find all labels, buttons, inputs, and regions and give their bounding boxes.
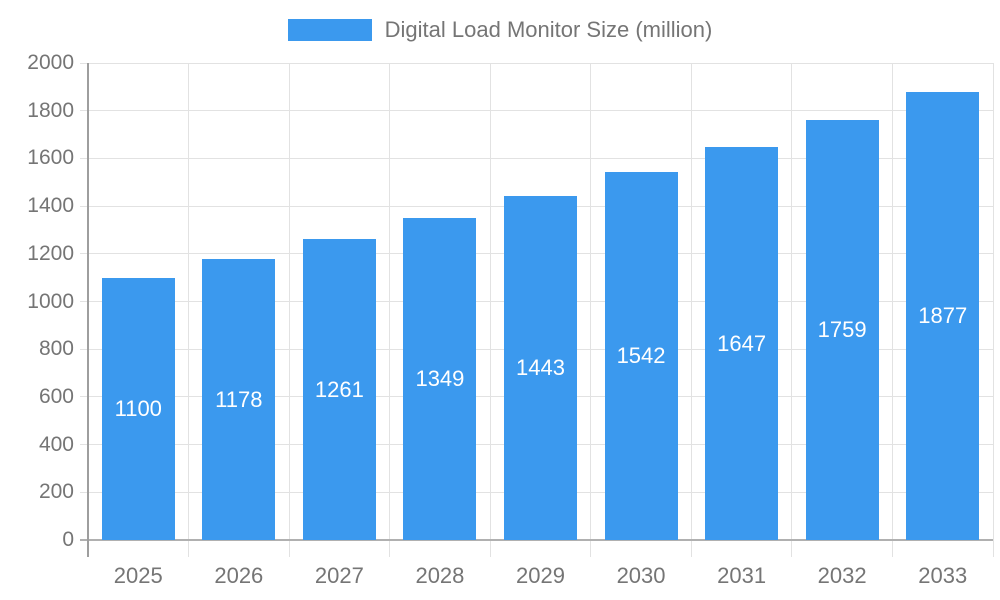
legend-label: Digital Load Monitor Size (million) bbox=[384, 17, 713, 42]
category-boundary-line bbox=[590, 63, 592, 557]
y-axis-line bbox=[87, 63, 89, 557]
bar bbox=[101, 277, 175, 540]
category-boundary-line bbox=[791, 63, 793, 557]
x-axis-label: 2028 bbox=[415, 563, 465, 588]
y-gridline bbox=[80, 110, 993, 112]
bar bbox=[202, 259, 276, 540]
x-axis-label: 2032 bbox=[817, 563, 867, 588]
category-boundary-line bbox=[389, 63, 391, 557]
bar-value-label: 1178 bbox=[215, 386, 263, 412]
y-gridline bbox=[80, 62, 993, 64]
y-axis-label: 1800 bbox=[27, 98, 74, 122]
y-axis-label: 200 bbox=[38, 480, 74, 504]
bar-value-label: 1100 bbox=[114, 395, 162, 421]
bar bbox=[403, 218, 477, 540]
x-axis-label: 2029 bbox=[516, 563, 565, 588]
x-axis-label: 2026 bbox=[214, 563, 264, 588]
x-axis-baseline bbox=[80, 539, 993, 541]
bar bbox=[705, 147, 779, 540]
bar-value-label: 1443 bbox=[516, 354, 565, 380]
y-axis-label: 1600 bbox=[27, 146, 74, 170]
bar bbox=[906, 92, 980, 540]
y-axis-label: 1000 bbox=[27, 289, 74, 313]
category-boundary-line bbox=[489, 63, 491, 557]
category-boundary-line bbox=[992, 63, 994, 557]
x-axis-label: 2025 bbox=[113, 563, 163, 588]
y-axis-label: 800 bbox=[38, 337, 74, 361]
y-axis-label: 1400 bbox=[27, 194, 74, 218]
legend-swatch bbox=[287, 19, 372, 41]
bar bbox=[805, 120, 879, 540]
y-gridline bbox=[80, 157, 993, 159]
category-boundary-line bbox=[288, 63, 290, 557]
x-axis-label: 2031 bbox=[717, 563, 767, 588]
bar-value-label: 1647 bbox=[717, 330, 767, 356]
bar bbox=[604, 172, 678, 540]
y-axis-label: 1200 bbox=[27, 241, 74, 265]
category-boundary-line bbox=[690, 63, 692, 557]
x-axis-label: 2033 bbox=[918, 563, 968, 588]
bar bbox=[302, 239, 376, 540]
bar-value-label: 1349 bbox=[415, 366, 465, 392]
x-axis-label: 2030 bbox=[616, 563, 666, 588]
y-axis-label: 2000 bbox=[27, 51, 74, 74]
bar-value-label: 1542 bbox=[616, 343, 666, 369]
category-boundary-line bbox=[188, 63, 190, 557]
category-boundary-line bbox=[891, 63, 893, 557]
y-axis-label: 600 bbox=[38, 384, 74, 408]
y-axis-label: 400 bbox=[38, 432, 74, 456]
bar-value-label: 1877 bbox=[918, 303, 968, 329]
x-axis-label: 2027 bbox=[314, 563, 364, 588]
y-axis-label: 0 bbox=[62, 528, 74, 551]
bar-value-label: 1261 bbox=[314, 376, 364, 402]
bar bbox=[504, 195, 577, 540]
legend: Digital Load Monitor Size (million) bbox=[0, 17, 1000, 43]
bar-value-label: 1759 bbox=[817, 317, 867, 343]
